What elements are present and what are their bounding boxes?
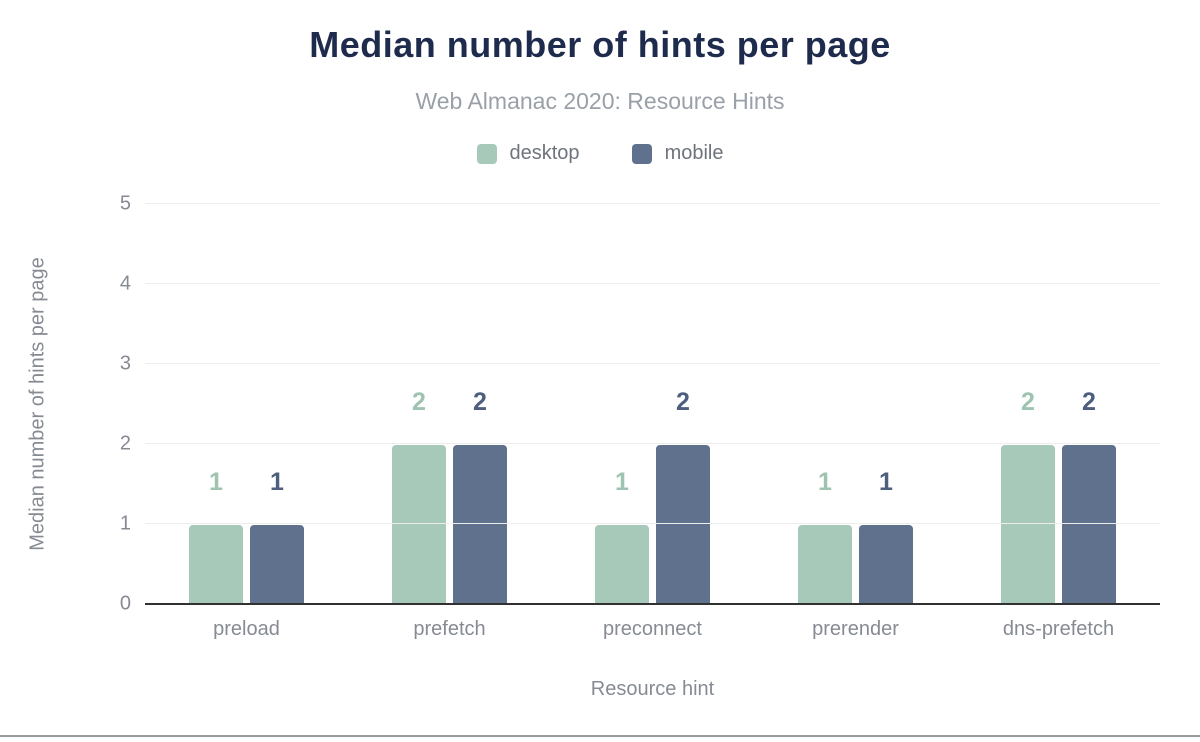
bar-mobile-preconnect: 2 [656,390,710,604]
x-tick-label-dns-prefetch: dns-prefetch [1002,618,1115,640]
gridline-y2 [145,443,1160,444]
y-tick-label-5: 5 [119,192,131,215]
legend: desktop mobile [0,142,1200,165]
gridline-y3 [145,363,1160,364]
x-tick-label-preconnect: preconnect [603,618,702,640]
bar-value-label-mobile-prefetch: 2 [473,388,487,416]
bar-mobile-preload: 1 [250,470,304,604]
bottom-border [0,735,1200,737]
y-tick-label-1: 1 [119,512,131,535]
bar-value-label-mobile-dns-prefetch: 2 [1082,388,1096,416]
y-axis-label: Median number of hints per page [26,257,49,551]
legend-label-desktop: desktop [509,142,580,164]
bar-desktop-preconnect: 1 [595,470,649,604]
chart-title: Median number of hints per page [309,24,891,65]
chart-subtitle: Web Almanac 2020: Resource Hints [415,88,785,114]
bar-value-label-desktop-preconnect: 1 [615,468,629,496]
bar-value-label-desktop-prerender: 1 [818,468,832,496]
bar-value-label-desktop-prefetch: 2 [412,388,426,416]
legend-item-desktop: desktop [476,142,580,165]
bar-desktop-preload: 1 [189,470,243,604]
desktop-swatch-icon [476,143,497,164]
bar-mobile-prefetch: 2 [453,390,507,604]
bar-desktop-dns-prefetch: 2 [1001,390,1055,604]
bar-mobile-dns-prefetch: 2 [1062,390,1116,604]
x-axis-label: Resource hint [590,678,715,700]
bar-value-label-mobile-preconnect: 2 [676,388,690,416]
bar-value-label-desktop-dns-prefetch: 2 [1021,388,1035,416]
bar-desktop-prerender: 1 [798,470,852,604]
y-tick-label-0: 0 [119,592,131,615]
x-axis-line [145,603,1160,605]
gridline-y4 [145,283,1160,284]
mobile-swatch-icon [631,143,652,164]
x-tick-label-preload: preload [213,618,280,640]
bar-value-label-mobile-prerender: 1 [879,468,893,496]
x-tick-label-prerender: prerender [812,618,899,640]
y-tick-label-3: 3 [119,352,131,375]
y-tick-label-4: 4 [119,272,131,295]
legend-label-mobile: mobile [664,142,724,164]
x-tick-label-prefetch: prefetch [413,618,486,640]
bar-value-label-desktop-preload: 1 [209,468,223,496]
x-tick-labels: preload prefetch preconnect prerender dns-pr… [145,618,1160,641]
gridline-y1 [145,523,1160,524]
bar-value-label-mobile-preload: 1 [270,468,284,496]
legend-item-mobile: mobile [631,142,724,165]
y-tick-label-2: 2 [119,432,131,455]
gridline-y5 [145,203,1160,204]
bar-mobile-prerender: 1 [859,470,913,604]
bar-desktop-prefetch: 2 [392,390,446,604]
